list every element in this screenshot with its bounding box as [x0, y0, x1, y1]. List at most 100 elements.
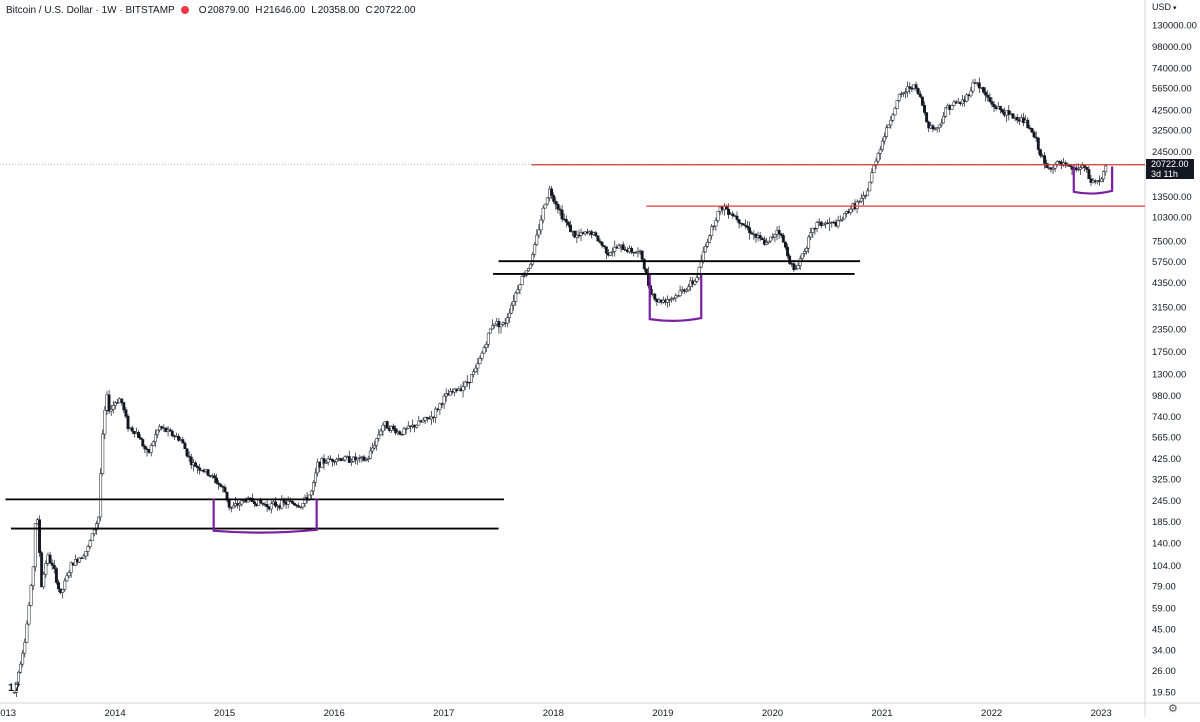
candle-body: [807, 236, 811, 249]
tradingview-logo-icon[interactable]: 17: [8, 682, 21, 694]
candle-body: [67, 572, 71, 577]
candle-body: [40, 552, 44, 588]
candle-body: [1007, 110, 1011, 115]
candle-body: [1100, 178, 1103, 182]
candle-body: [189, 456, 193, 466]
candle-body: [109, 409, 113, 412]
candle-body: [92, 529, 96, 535]
candle-body: [971, 82, 975, 92]
candle-body: [908, 86, 912, 89]
candle-body: [893, 108, 897, 116]
candle-body: [977, 82, 981, 89]
candle-body: [613, 246, 617, 252]
candle-body: [86, 546, 90, 552]
candle-body: [194, 462, 197, 467]
candle-body: [1078, 167, 1082, 170]
candle-body: [143, 445, 147, 450]
purple-bracket-marker: [212, 498, 318, 534]
candle-body: [712, 225, 716, 228]
candle-body: [227, 499, 231, 508]
candle-body: [526, 268, 530, 272]
candle-body: [373, 445, 377, 449]
candle-body: [809, 232, 813, 238]
candle-body: [779, 233, 783, 236]
candle-body: [153, 434, 157, 443]
candle-body: [1087, 169, 1091, 180]
candle-body: [931, 125, 935, 130]
candle-body: [1057, 161, 1061, 163]
candle-body: [88, 540, 92, 547]
candle-body: [676, 295, 680, 297]
candle-body: [988, 97, 992, 102]
candle-body: [640, 250, 644, 260]
y-tick-label: 56500.00: [1152, 84, 1192, 95]
candle-body: [314, 472, 318, 483]
candle-body: [198, 467, 202, 471]
candle-body: [253, 501, 256, 505]
candle-body: [998, 106, 1002, 110]
candle-body: [868, 181, 872, 192]
candle-body: [440, 403, 444, 405]
candle-body: [516, 289, 520, 294]
candle-body: [377, 434, 381, 439]
candle-body: [126, 416, 130, 430]
candle-body: [301, 503, 305, 508]
candle-body: [430, 416, 433, 420]
candle-body: [381, 424, 385, 432]
candle-body: [815, 222, 819, 229]
candle-body: [802, 251, 806, 254]
candle-body: [206, 469, 210, 476]
candle-body: [920, 96, 924, 106]
candle-body: [404, 428, 408, 430]
candle-body: [170, 430, 174, 436]
y-tick-label: 59.00: [1152, 604, 1176, 615]
candle-body: [312, 482, 315, 492]
candle-body: [724, 206, 728, 210]
candle-body: [398, 431, 402, 435]
candle-body: [65, 575, 69, 582]
y-tick-label: 1750.00: [1152, 347, 1186, 358]
ohlc-high: H21646.00: [255, 4, 306, 16]
candle-body: [748, 227, 752, 234]
candle-body: [23, 642, 27, 654]
candle-body: [918, 93, 922, 98]
candle-body: [141, 439, 145, 447]
candle-body: [17, 672, 20, 683]
y-tick-label: 245.00: [1152, 496, 1181, 507]
candle-body: [103, 410, 107, 435]
candle-body: [61, 589, 65, 593]
candle-body: [295, 504, 299, 507]
candle-body: [800, 253, 804, 260]
candle-body: [952, 101, 956, 106]
candle-body: [716, 211, 720, 221]
candle-body: [522, 275, 526, 277]
candle-body: [438, 403, 442, 410]
symbol-title[interactable]: Bitcoin / U.S. Dollar · 1W · BITSTAMP: [6, 4, 175, 16]
candle-body: [708, 235, 712, 243]
candle-body: [19, 663, 23, 673]
candle-body: [575, 234, 579, 238]
candle-body: [539, 219, 543, 231]
candle-body: [1043, 155, 1047, 164]
candle-body: [520, 276, 524, 286]
candle-body: [687, 286, 690, 291]
candle-body: [274, 501, 277, 507]
candle-body: [269, 503, 273, 510]
y-tick-label: 130000.00: [1152, 21, 1197, 32]
gear-icon[interactable]: ⚙: [1168, 703, 1178, 715]
candle-body: [499, 324, 503, 328]
candle-body: [476, 363, 480, 369]
candle-body: [151, 441, 155, 446]
candle-body: [914, 84, 918, 89]
candle-body: [901, 92, 905, 95]
candle-body: [137, 432, 141, 439]
candle-body: [38, 519, 41, 553]
candle-body: [876, 153, 880, 162]
candle-body: [371, 447, 374, 452]
candle-body: [960, 99, 964, 105]
candle-body: [97, 516, 100, 524]
candle-body: [1001, 109, 1004, 113]
currency-selector[interactable]: USD ▾: [1152, 2, 1177, 12]
